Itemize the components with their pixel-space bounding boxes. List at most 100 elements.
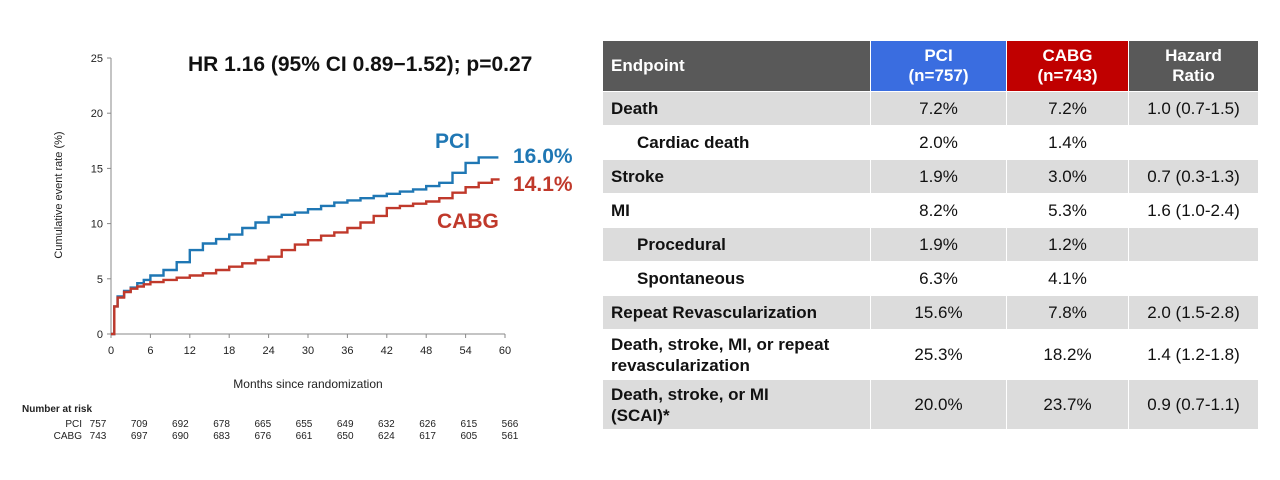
chart-axes — [107, 57, 506, 338]
at-risk-value: 683 — [213, 431, 230, 442]
at-risk-value: 676 — [254, 431, 271, 442]
header-hazard-ratio: Hazard Ratio — [1128, 40, 1259, 92]
chart-tick-labels: 0 5 10 15 20 25 0 6 12 18 24 30 36 42 48 54 60 — [91, 53, 511, 357]
table-row: Procedural 1.9% 1.2% — [602, 227, 1259, 262]
at-risk-value: 690 — [172, 431, 189, 442]
endpoint-cell: Repeat Revascularization — [602, 295, 871, 330]
at-risk-row-label: PCI — [65, 419, 82, 430]
endpoint-cell: MI — [602, 193, 871, 228]
x-tick-label: 0 — [108, 345, 114, 357]
at-risk-value: 655 — [296, 419, 313, 430]
series-name-label-cabg: CABG — [437, 210, 499, 233]
table-body: Death 7.2% 7.2% 1.0 (0.7-1.5) Cardiac death 2… — [602, 91, 1259, 430]
table-row: Spontaneous 6.3% 4.1% — [602, 261, 1259, 296]
pci-value-cell: 6.3% — [870, 261, 1007, 296]
header-cabg-line-2: (n=743) — [1037, 66, 1098, 85]
at-risk-value: 650 — [337, 431, 354, 442]
cabg-value-cell: 23.7% — [1006, 379, 1129, 430]
header-pci-line-1: PCI — [924, 46, 953, 65]
series-line-cabg — [111, 178, 500, 336]
x-tick-label: 18 — [223, 345, 235, 357]
endpoint-cell: Death — [602, 91, 871, 126]
at-risk-value: 561 — [502, 431, 519, 442]
y-tick-label: 25 — [91, 53, 103, 65]
endpoint-cell: Death, stroke, or MI (SCAI)* — [602, 379, 871, 430]
at-risk-value: 617 — [419, 431, 436, 442]
pci-value-cell: 20.0% — [870, 379, 1007, 430]
chart-title: HR 1.16 (95% CI 0.89−1.52); p=0.27 — [188, 53, 532, 76]
endpoint-table-container: Endpoint PCI (n=757) CABG (n=743) Hazard… — [602, 40, 1259, 430]
km-chart: PCI 16.0% CABG 14.1% 0 5 10 15 20 25 0 6 12 18 24 30 36… — [22, 53, 573, 442]
number-at-risk-table: Number at risk PCI 757 709 692 678 665 655 649 6… — [22, 404, 519, 442]
pci-value-cell: 7.2% — [870, 91, 1007, 126]
at-risk-value: 665 — [254, 419, 271, 430]
hazard-ratio-cell — [1128, 261, 1259, 296]
header-pci: PCI (n=757) — [870, 40, 1007, 92]
at-risk-value: 697 — [131, 431, 148, 442]
header-cabg: CABG (n=743) — [1006, 40, 1129, 92]
y-tick-label: 20 — [91, 108, 103, 120]
hazard-ratio-cell — [1128, 227, 1259, 262]
y-tick-label: 0 — [97, 329, 103, 341]
at-risk-value: 692 — [172, 419, 189, 430]
x-tick-label: 48 — [420, 345, 432, 357]
at-risk-value: 743 — [90, 431, 107, 442]
at-risk-value: 661 — [296, 431, 313, 442]
table-row: Death 7.2% 7.2% 1.0 (0.7-1.5) — [602, 91, 1259, 126]
y-axis-label: Cumulative event rate (%) — [53, 131, 65, 258]
at-risk-value: 615 — [460, 419, 477, 430]
at-risk-row-label: CABG — [54, 431, 83, 442]
header-pci-line-2: (n=757) — [908, 66, 969, 85]
cabg-value-cell: 5.3% — [1006, 193, 1129, 228]
cabg-value-cell: 1.4% — [1006, 125, 1129, 160]
hazard-ratio-cell: 0.7 (0.3-1.3) — [1128, 159, 1259, 194]
table-row: MI 8.2% 5.3% 1.6 (1.0-2.4) — [602, 193, 1259, 228]
at-risk-value: 632 — [378, 419, 395, 430]
header-endpoint: Endpoint — [602, 40, 871, 92]
header-cabg-line-1: CABG — [1042, 46, 1093, 65]
table-row: Stroke 1.9% 3.0% 0.7 (0.3-1.3) — [602, 159, 1259, 194]
at-risk-value: 626 — [419, 419, 436, 430]
at-risk-value: 709 — [131, 419, 148, 430]
endpoint-table: Endpoint PCI (n=757) CABG (n=743) Hazard… — [602, 40, 1259, 430]
x-tick-label: 30 — [302, 345, 314, 357]
x-tick-label: 24 — [262, 345, 274, 357]
x-tick-label: 54 — [459, 345, 471, 357]
at-risk-value: 605 — [460, 431, 477, 442]
at-risk-value: 757 — [90, 419, 107, 430]
x-tick-label: 60 — [499, 345, 511, 357]
cabg-value-cell: 1.2% — [1006, 227, 1129, 262]
x-tick-label: 42 — [381, 345, 393, 357]
x-axis-label: Months since randomization — [233, 377, 382, 391]
endpoint-cell: Cardiac death — [602, 125, 871, 160]
header-hr-line-2: Ratio — [1172, 66, 1215, 85]
x-tick-label: 6 — [147, 345, 153, 357]
table-row: Cardiac death 2.0% 1.4% — [602, 125, 1259, 160]
series-end-value-cabg: 14.1% — [513, 173, 573, 196]
hazard-ratio-cell — [1128, 125, 1259, 160]
series-name-label-pci: PCI — [435, 130, 470, 153]
endpoint-cell: Procedural — [602, 227, 871, 262]
at-risk-value: 566 — [502, 419, 519, 430]
table-row: Death, stroke, or MI (SCAI)* 20.0% 23.7% 0.9… — [602, 379, 1259, 430]
cabg-value-cell: 3.0% — [1006, 159, 1129, 194]
endpoint-cell: Stroke — [602, 159, 871, 194]
pci-value-cell: 2.0% — [870, 125, 1007, 160]
hazard-ratio-cell: 1.4 (1.2-1.8) — [1128, 329, 1259, 380]
endpoint-cell: Spontaneous — [602, 261, 871, 296]
table-header-row: Endpoint PCI (n=757) CABG (n=743) Hazard… — [602, 40, 1259, 92]
x-tick-label: 12 — [184, 345, 196, 357]
series-end-value-pci: 16.0% — [513, 145, 573, 168]
hazard-ratio-cell: 0.9 (0.7-1.1) — [1128, 379, 1259, 430]
at-risk-value: 649 — [337, 419, 354, 430]
cabg-value-cell: 18.2% — [1006, 329, 1129, 380]
pci-value-cell: 8.2% — [870, 193, 1007, 228]
at-risk-value: 678 — [213, 419, 230, 430]
at-risk-label: Number at risk — [22, 404, 92, 415]
at-risk-value: 624 — [378, 431, 395, 442]
endpoint-cell: Death, stroke, MI, or repeat revasculariz… — [602, 329, 871, 380]
x-tick-label: 36 — [341, 345, 353, 357]
hazard-ratio-cell: 1.0 (0.7-1.5) — [1128, 91, 1259, 126]
cabg-value-cell: 4.1% — [1006, 261, 1129, 296]
hazard-ratio-cell: 1.6 (1.0-2.4) — [1128, 193, 1259, 228]
